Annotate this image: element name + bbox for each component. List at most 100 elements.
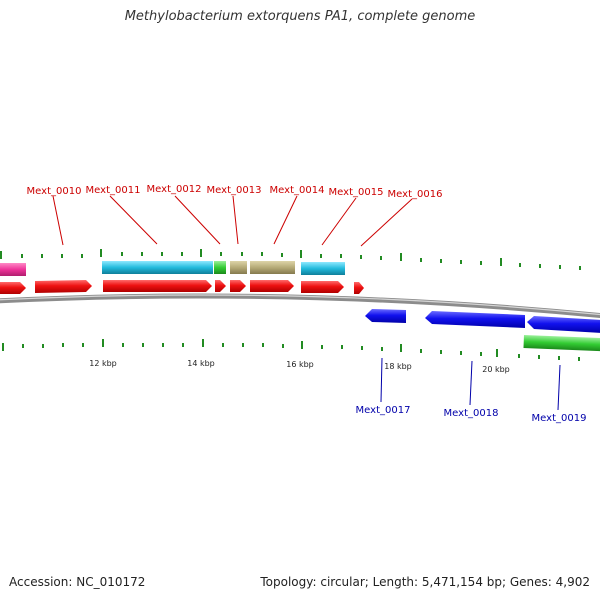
tick (519, 263, 521, 267)
forward-cds-arrow (215, 280, 226, 292)
tick (440, 350, 442, 354)
gene-label-mext-0011: Mext_0011 (86, 185, 141, 196)
pink-feature (0, 263, 26, 276)
top-label-leaders (52, 195, 413, 247)
scale-label-16kbp: 16 kbp (286, 360, 314, 369)
tick (242, 343, 244, 347)
gene-label-mext-0019: Mext_0019 (532, 413, 587, 424)
gene-label-mext-0014: Mext_0014 (270, 185, 325, 196)
leader-line (321, 197, 357, 246)
forward-cds-arrow (35, 280, 92, 293)
leader-line (380, 357, 383, 403)
tick-major (200, 249, 202, 257)
gene-label-mext-0012: Mext_0012 (147, 184, 202, 195)
reverse-cds-arrow (527, 316, 600, 333)
genome-backbone (0, 293, 600, 319)
tick (518, 354, 520, 358)
tick (22, 344, 24, 348)
scale-label-18kbp: 18 kbp (384, 362, 412, 371)
reverse-cds-arrow (425, 311, 525, 328)
leader-line (174, 195, 221, 245)
tick-major (500, 258, 502, 266)
tick (341, 345, 343, 349)
tick-major (400, 344, 402, 352)
tick-major (202, 339, 204, 347)
khaki-feature (230, 261, 247, 274)
outer-feature-track (0, 261, 345, 276)
tick (161, 252, 163, 256)
tick (21, 254, 23, 258)
tick-major (300, 250, 302, 258)
forward-cds-arrow (301, 281, 344, 293)
tick (162, 343, 164, 347)
leader-line (232, 195, 239, 245)
tick (222, 343, 224, 347)
forward-cds-arrow (354, 282, 364, 294)
tick-major (301, 341, 303, 349)
gene-label-mext-0010: Mext_0010 (27, 186, 82, 197)
tick (122, 343, 124, 347)
tick (539, 264, 541, 268)
forward-cds-arrow (250, 280, 294, 292)
reverse-strand-track (365, 309, 600, 333)
tick (42, 344, 44, 348)
gene-label-mext-0018: Mext_0018 (444, 408, 499, 419)
tick (82, 343, 84, 347)
tick (420, 349, 422, 353)
green-feature (523, 335, 600, 352)
forward-cds-arrow (103, 280, 212, 292)
forward-cds-arrow (230, 280, 246, 292)
tick-major (496, 349, 498, 357)
tick-major (400, 253, 402, 261)
tick (61, 254, 63, 258)
tick (121, 252, 123, 256)
leader-line (360, 198, 413, 247)
tick (381, 347, 383, 351)
tick (578, 357, 580, 361)
tick (559, 265, 561, 269)
tick (241, 252, 243, 256)
gene-label-mext-0017: Mext_0017 (356, 405, 411, 416)
tick (380, 256, 382, 260)
tick (440, 259, 442, 263)
tick (142, 343, 144, 347)
tick (281, 253, 283, 257)
reverse-cds-arrow (365, 309, 406, 323)
tick (420, 258, 422, 262)
lower-tick-ring (2, 339, 580, 361)
tick (460, 260, 462, 264)
tick (262, 343, 264, 347)
gene-label-mext-0015: Mext_0015 (329, 187, 384, 198)
tick (320, 254, 322, 258)
tick (480, 261, 482, 265)
tick-major (2, 343, 4, 351)
scale-label-14kbp: 14 kbp (187, 359, 215, 368)
tick (62, 343, 64, 347)
forward-strand-track (0, 280, 364, 294)
khaki-feature (250, 261, 295, 274)
green-feature (214, 261, 226, 274)
upper-tick-ring (0, 249, 581, 270)
tick-major (100, 249, 102, 257)
tick (220, 252, 222, 256)
leader-line (52, 195, 64, 246)
forward-cds-arrow (0, 282, 26, 294)
genome-title: Methylobacterium extorquens PA1, complet… (124, 9, 476, 24)
tick (41, 254, 43, 258)
tick (81, 254, 83, 258)
tick (340, 254, 342, 258)
tick (182, 343, 184, 347)
leader-line (469, 360, 473, 406)
tick (361, 346, 363, 350)
gene-label-mext-0013: Mext_0013 (207, 185, 262, 196)
tick (579, 266, 581, 270)
accession-text: Accession: NC_010172 (9, 575, 146, 589)
leader-line (109, 195, 158, 245)
leader-line (273, 195, 298, 245)
tick (538, 355, 540, 359)
tick (360, 255, 362, 259)
tick (460, 351, 462, 355)
genome-backbone-highlight (0, 294, 600, 316)
tick (282, 344, 284, 348)
